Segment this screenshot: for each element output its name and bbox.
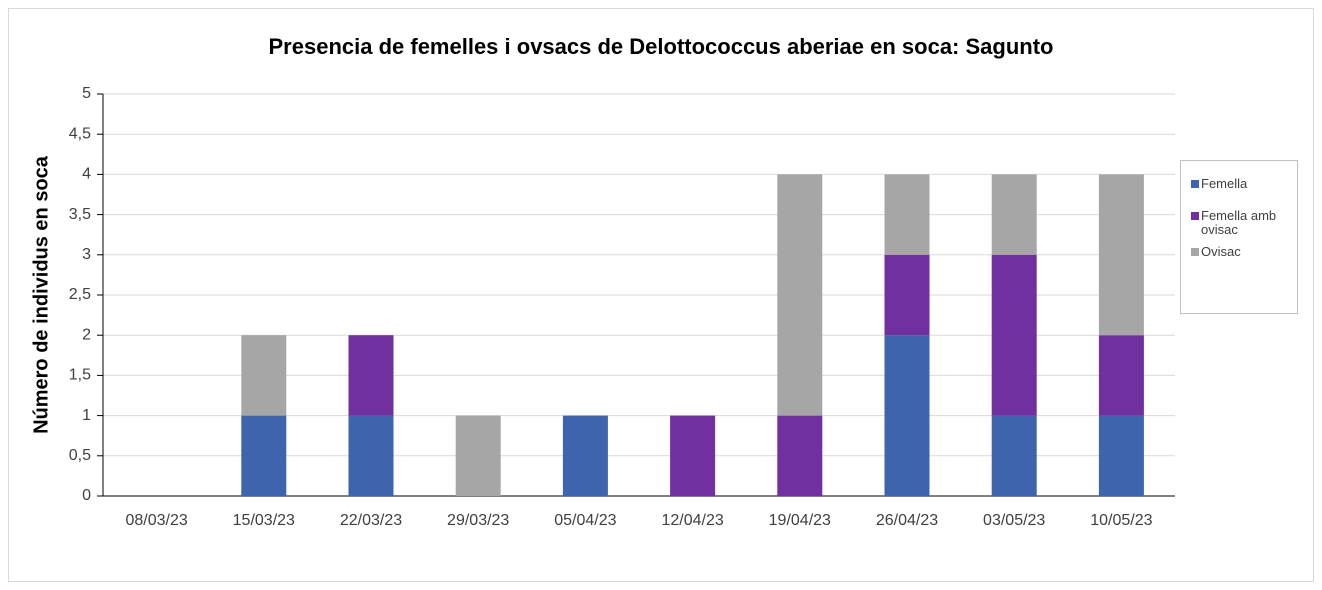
x-tick-label: 05/04/23 [554, 512, 616, 529]
bar-segment [670, 415, 716, 496]
x-tick-label: 03/05/23 [983, 512, 1045, 529]
legend-label: Ovisac [1201, 244, 1241, 259]
legend-swatch [1191, 180, 1199, 188]
bar-segment [777, 174, 823, 416]
y-tick-label: 4,5 [69, 125, 91, 142]
bar-segment [777, 415, 823, 496]
x-tick-label: 12/04/23 [661, 512, 723, 529]
bar-segment [884, 254, 930, 336]
bar-segment [348, 415, 394, 496]
legend-item: Femella [1191, 177, 1293, 191]
bar-segment [991, 254, 1037, 416]
y-tick-label: 2 [82, 326, 91, 343]
y-tick-label: 1 [82, 407, 91, 424]
legend-swatch [1191, 212, 1199, 220]
x-tick-label: 29/03/23 [447, 512, 509, 529]
bar-segment [991, 174, 1037, 255]
bar-segment [1098, 415, 1144, 496]
y-tick-label: 1,5 [69, 367, 91, 384]
bar-segment [562, 415, 608, 496]
legend-swatch [1191, 248, 1199, 256]
x-tick-label: 10/05/23 [1090, 512, 1152, 529]
x-tick-label: 19/04/23 [769, 512, 831, 529]
x-tick-label: 15/03/23 [233, 512, 295, 529]
legend: Femella Femella amb ovisac Ovisac [1180, 160, 1298, 314]
bar-segment [455, 415, 501, 496]
bar-segment [241, 335, 287, 416]
y-tick-label: 0 [82, 487, 91, 504]
y-tick-label: 0,5 [69, 447, 91, 464]
legend-item: Ovisac [1191, 245, 1293, 259]
bar-segment [991, 415, 1037, 496]
y-tick-label: 3,5 [69, 206, 91, 223]
legend-label: Femella amb ovisac [1201, 208, 1277, 237]
y-tick-label: 2,5 [69, 286, 91, 303]
bar-segment [884, 174, 930, 255]
y-tick-label: 5 [82, 85, 91, 102]
legend-item: Femella amb ovisac [1191, 209, 1293, 237]
bar-segment [1098, 174, 1144, 336]
bar-segment [241, 415, 287, 496]
bar-segment [884, 335, 930, 496]
y-axis-label: Número de individus en soca [30, 155, 52, 434]
y-tick-label: 4 [82, 166, 91, 183]
x-tick-label: 08/03/23 [125, 512, 187, 529]
y-tick-label: 3 [82, 246, 91, 263]
legend-label: Femella [1201, 176, 1248, 191]
bar-segment [1098, 335, 1144, 416]
x-tick-label: 26/04/23 [876, 512, 938, 529]
bar-segment [348, 335, 394, 416]
x-tick-label: 22/03/23 [340, 512, 402, 529]
chart-title: Presencia de femelles i ovsacs de Delott… [269, 34, 1054, 59]
